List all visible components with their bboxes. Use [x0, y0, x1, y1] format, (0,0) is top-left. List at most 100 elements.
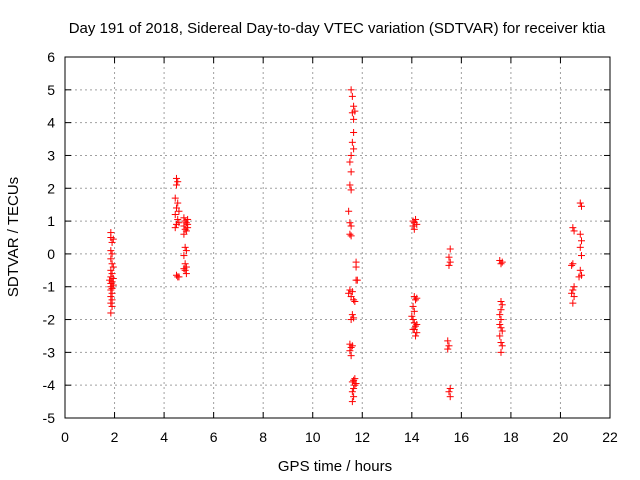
data-point [445, 261, 453, 269]
x-tick-label: 0 [61, 429, 69, 445]
data-point [353, 276, 361, 284]
data-point [180, 230, 188, 238]
data-point [172, 174, 180, 182]
data-point [497, 297, 505, 305]
data-point [446, 384, 454, 392]
data-point [497, 339, 505, 347]
data-point [345, 207, 353, 215]
y-tick-label: 3 [47, 147, 55, 163]
y-tick-label: -5 [43, 410, 56, 426]
y-tick-label: -4 [43, 377, 56, 393]
data-point [569, 224, 577, 232]
data-point [182, 270, 190, 278]
data-point [347, 151, 355, 159]
data-point [568, 261, 576, 269]
data-point [171, 224, 179, 232]
data-point [347, 222, 355, 230]
data-point [412, 296, 420, 304]
data-point [569, 299, 577, 307]
data-point [576, 243, 584, 251]
data-point [409, 302, 417, 310]
data-point [109, 275, 117, 283]
data-point [348, 342, 356, 350]
data-point [181, 266, 189, 274]
x-tick-label: 22 [602, 429, 618, 445]
chart-title: Day 191 of 2018, Sidereal Day-to-day VTE… [69, 20, 606, 37]
x-axis-label: GPS time / hours [278, 458, 392, 475]
data-point [171, 194, 179, 202]
data-point [108, 270, 116, 278]
data-point [180, 214, 188, 222]
data-point [446, 393, 454, 401]
data-point [107, 266, 115, 274]
y-tick-label: 4 [47, 115, 55, 131]
x-tick-label: 14 [404, 429, 420, 445]
data-point [346, 158, 354, 166]
data-point [352, 380, 360, 388]
data-point [497, 324, 505, 332]
x-tick-label: 2 [111, 429, 119, 445]
data-point [410, 225, 418, 233]
data-point [496, 320, 504, 328]
data-points [106, 86, 586, 406]
data-point [347, 232, 355, 240]
x-tick-label: 6 [210, 429, 218, 445]
grid [65, 57, 610, 418]
data-point [410, 307, 418, 315]
data-point [578, 237, 586, 245]
y-tick-label: 2 [47, 180, 55, 196]
data-point [498, 301, 506, 309]
data-point [347, 168, 355, 176]
data-point [175, 207, 183, 215]
data-point [180, 222, 188, 230]
data-point [348, 388, 356, 396]
data-point [351, 297, 359, 305]
data-point [497, 306, 505, 314]
data-point [182, 247, 190, 255]
data-point [445, 342, 453, 350]
data-point [347, 343, 355, 351]
data-point [346, 347, 354, 355]
data-point [350, 102, 358, 110]
data-point [171, 211, 179, 219]
data-point [569, 286, 577, 294]
x-tick-label: 18 [503, 429, 519, 445]
data-point [348, 311, 356, 319]
data-point [578, 202, 586, 210]
data-point [351, 381, 359, 389]
data-point [576, 199, 584, 207]
data-point [350, 384, 358, 392]
data-point [174, 178, 182, 186]
data-point [446, 258, 454, 266]
data-point [109, 235, 117, 243]
data-point [172, 181, 180, 189]
data-point [347, 186, 355, 194]
data-point [348, 288, 356, 296]
data-point [350, 393, 358, 401]
data-point [107, 299, 115, 307]
data-point [444, 345, 452, 353]
data-point [350, 296, 358, 304]
data-point [412, 215, 420, 223]
x-tick-label: 12 [354, 429, 370, 445]
data-point [348, 138, 356, 146]
data-point [413, 294, 421, 302]
data-point [412, 332, 420, 340]
data-point [108, 302, 116, 310]
data-point [498, 327, 506, 335]
data-point [107, 255, 115, 263]
data-point [576, 230, 584, 238]
data-point [108, 260, 116, 268]
data-point [348, 398, 356, 406]
y-axis-label: SDTVAR / TECUs [5, 177, 22, 297]
data-point [175, 273, 183, 281]
data-point [107, 247, 115, 255]
data-point [352, 263, 360, 271]
data-point [108, 296, 116, 304]
data-point [347, 352, 355, 360]
y-tick-label: -2 [43, 312, 56, 328]
plot-frame [64, 56, 611, 419]
data-point [444, 337, 452, 345]
